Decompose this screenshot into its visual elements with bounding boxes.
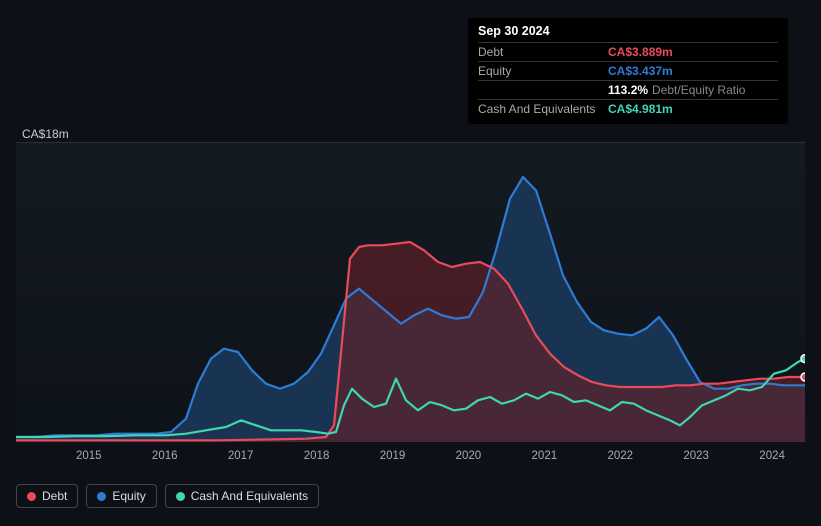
- legend-item-cash[interactable]: Cash And Equivalents: [165, 484, 319, 508]
- tooltip-row: EquityCA$3.437m: [478, 61, 778, 80]
- x-tick: 2018: [304, 450, 330, 462]
- legend-item-debt[interactable]: Debt: [16, 484, 78, 508]
- tooltip-row-label: Cash And Equivalents: [478, 102, 608, 116]
- end-marker: [801, 355, 805, 363]
- x-tick: 2023: [683, 450, 709, 462]
- tooltip-row-value: CA$3.889m: [608, 45, 673, 59]
- legend-swatch: [176, 492, 185, 501]
- end-marker: [801, 373, 805, 381]
- x-tick: 2022: [607, 450, 633, 462]
- tooltip-row-label: Equity: [478, 64, 608, 78]
- legend-swatch: [97, 492, 106, 501]
- legend-swatch: [27, 492, 36, 501]
- tooltip-row-value: CA$3.437m: [608, 64, 673, 78]
- tooltip-row: 113.2%Debt/Equity Ratio: [478, 80, 778, 99]
- tooltip-row-value: 113.2%Debt/Equity Ratio: [608, 83, 745, 97]
- legend-label: Debt: [42, 489, 67, 503]
- legend-label: Cash And Equivalents: [191, 489, 308, 503]
- x-tick: 2019: [380, 450, 406, 462]
- tooltip-title: Sep 30 2024: [478, 24, 778, 42]
- x-tick: 2020: [456, 450, 482, 462]
- x-tick: 2015: [76, 450, 102, 462]
- legend-label: Equity: [112, 489, 145, 503]
- x-tick: 2016: [152, 450, 178, 462]
- x-tick: 2024: [759, 450, 785, 462]
- x-tick: 2021: [532, 450, 558, 462]
- tooltip-row-value: CA$4.981m: [608, 102, 673, 116]
- chart-tooltip: Sep 30 2024 DebtCA$3.889mEquityCA$3.437m…: [468, 18, 788, 124]
- tooltip-row: Cash And EquivalentsCA$4.981m: [478, 99, 778, 118]
- chart-legend: Debt Equity Cash And Equivalents: [16, 484, 319, 508]
- financials-area-chart: [16, 142, 805, 442]
- tooltip-row-extra: Debt/Equity Ratio: [652, 83, 745, 97]
- tooltip-row-label: Debt: [478, 45, 608, 59]
- tooltip-row: DebtCA$3.889m: [478, 42, 778, 61]
- x-axis: 2015 2016 2017 2018 2019 2020 2021 2022 2023 2024: [76, 450, 785, 462]
- x-tick: 2017: [228, 450, 254, 462]
- tooltip-row-label: [478, 83, 608, 97]
- legend-item-equity[interactable]: Equity: [86, 484, 156, 508]
- y-axis-label-max: CA$18m: [22, 127, 69, 141]
